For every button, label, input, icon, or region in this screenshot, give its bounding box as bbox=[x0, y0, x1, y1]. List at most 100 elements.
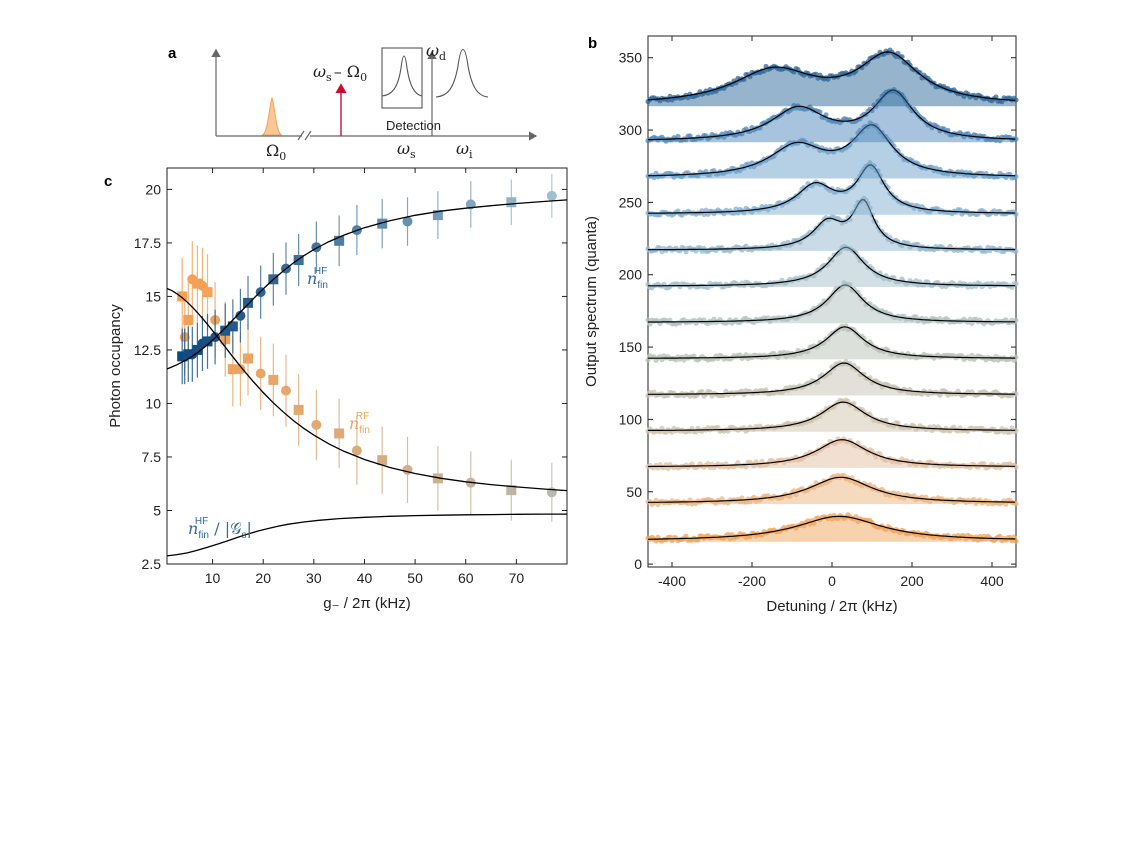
spectrum-data-point bbox=[775, 354, 781, 361]
x-tick-label-b: 0 bbox=[828, 573, 836, 589]
data-point-circle bbox=[235, 364, 246, 375]
plot-frame-c bbox=[166, 167, 568, 565]
spectrum-data-point bbox=[645, 357, 651, 363]
spectrum-area bbox=[648, 402, 1016, 432]
spectrum-data-point bbox=[997, 533, 1003, 539]
spectrum-data-point bbox=[1013, 97, 1019, 103]
spectrum-fit bbox=[647, 515, 1016, 540]
y-tick-label-c: 12.5 bbox=[134, 342, 161, 358]
spectrum-data-point bbox=[937, 392, 943, 398]
spectrum-data-point bbox=[705, 284, 711, 291]
spectrum-area bbox=[648, 284, 1016, 324]
spectrum-data-point bbox=[911, 493, 917, 499]
spectrum-data-point bbox=[829, 257, 835, 263]
detection-label: Detection bbox=[386, 118, 441, 133]
spectrum-data-point bbox=[695, 173, 701, 179]
x-tick-label-b: -200 bbox=[738, 573, 766, 589]
signal-peak bbox=[381, 55, 423, 97]
spectrum-area bbox=[648, 326, 1016, 360]
spectrum-data-point bbox=[969, 352, 975, 358]
spectrum-data-point bbox=[781, 349, 787, 355]
idler-peak bbox=[435, 48, 489, 98]
y-tick-label-b: 300 bbox=[619, 122, 643, 138]
y-tick-label-b: 150 bbox=[619, 339, 643, 355]
omega0-label: Ω0 bbox=[266, 141, 286, 163]
y-tick-label-b: 50 bbox=[626, 484, 642, 500]
y-tick-label-b: 350 bbox=[619, 50, 643, 66]
series-label-ratio: nfinHF / |𝒢s| bbox=[188, 516, 252, 541]
spectrum-data-point bbox=[913, 314, 919, 320]
spectrum-data-point bbox=[859, 64, 865, 71]
spectrum-area bbox=[648, 477, 1016, 505]
data-point-circle bbox=[402, 464, 413, 475]
spectrum-area bbox=[648, 363, 1016, 396]
data-point-square bbox=[334, 428, 345, 439]
spectrum-data-point bbox=[811, 229, 817, 235]
data-point-square bbox=[227, 364, 238, 375]
x-tick-label-c: 30 bbox=[306, 570, 322, 586]
spectrum-data-point bbox=[883, 232, 889, 238]
detection-box bbox=[381, 47, 423, 109]
spectrum-fit bbox=[648, 326, 1016, 359]
panel-a-schematic: a ωs – Ω0 ωd Detection Ω0 ωs ωi bbox=[168, 41, 538, 163]
spectrum-data-point bbox=[1013, 538, 1019, 544]
data-point-circle bbox=[280, 385, 291, 396]
spectrum-area bbox=[648, 199, 1016, 251]
series-label-rf: nfinRF bbox=[349, 411, 370, 436]
spectrum-data-point bbox=[1013, 354, 1019, 360]
spectrum-fit bbox=[647, 89, 1016, 141]
spectrum-data-point bbox=[895, 420, 901, 426]
spectrum-data-point bbox=[1013, 391, 1019, 397]
y-tick-label-c: 5 bbox=[153, 502, 161, 518]
spectrum-data-point bbox=[915, 241, 921, 248]
spectrum-data-point bbox=[825, 261, 831, 268]
spectrum-fit bbox=[647, 124, 1016, 177]
x-tick-label-c: 60 bbox=[458, 570, 474, 586]
x-tick-label-c: 70 bbox=[509, 570, 525, 586]
spectrum-data-point bbox=[757, 463, 763, 469]
spectrum-data-point bbox=[1013, 428, 1019, 434]
spectrum-data-point bbox=[703, 207, 709, 213]
spectrum-data-point bbox=[741, 210, 747, 216]
panel-label-a: a bbox=[168, 45, 177, 62]
spectrum-fit bbox=[648, 284, 1016, 323]
fit-curve bbox=[166, 513, 567, 557]
spectrum-data-point bbox=[1013, 136, 1019, 142]
y-tick-label-c: 10 bbox=[145, 395, 161, 411]
spectrum-data-point bbox=[743, 352, 749, 358]
data-point-square bbox=[177, 291, 188, 302]
panel-label-b: b bbox=[588, 35, 597, 52]
spectrum-data-point bbox=[1013, 248, 1019, 255]
fit-curve bbox=[166, 287, 568, 492]
data-point-circle bbox=[235, 310, 246, 321]
axis-break-mark-2 bbox=[304, 130, 312, 141]
data-point-square bbox=[377, 455, 388, 466]
y-tick-label-b: 0 bbox=[634, 556, 642, 572]
spectrum-data-point bbox=[669, 429, 675, 435]
data-point-square bbox=[183, 314, 194, 325]
spectrum-fit bbox=[647, 476, 1016, 503]
spectrum-area bbox=[648, 247, 1016, 287]
mechanical-peak bbox=[261, 97, 283, 136]
data-point-circle bbox=[546, 190, 557, 201]
data-point-square bbox=[293, 404, 304, 415]
spectrum-data-point bbox=[819, 220, 825, 227]
spectrum-data-point bbox=[969, 320, 975, 326]
panel-label-c: c bbox=[104, 173, 112, 190]
spectrum-fit bbox=[648, 164, 1016, 214]
spectrum-data-point bbox=[913, 278, 919, 284]
spectrum-data-point bbox=[885, 185, 891, 191]
spectrum-data-point bbox=[683, 533, 689, 539]
x-tick-label-b: -400 bbox=[658, 573, 686, 589]
y-tick-label-c: 2.5 bbox=[142, 556, 162, 572]
y-tick-label-c: 7.5 bbox=[142, 449, 162, 465]
data-point-square bbox=[202, 287, 213, 298]
data-point-square bbox=[192, 344, 203, 355]
spectrum-data-point bbox=[665, 466, 671, 472]
spectrum-data-point bbox=[1013, 464, 1019, 470]
omega-s-label: ωs bbox=[397, 139, 416, 161]
y-tick-label-c: 17.5 bbox=[134, 235, 161, 251]
x-tick-label-c: 10 bbox=[205, 570, 221, 586]
data-point-square bbox=[183, 349, 194, 360]
spectrum-fit bbox=[648, 439, 1016, 468]
